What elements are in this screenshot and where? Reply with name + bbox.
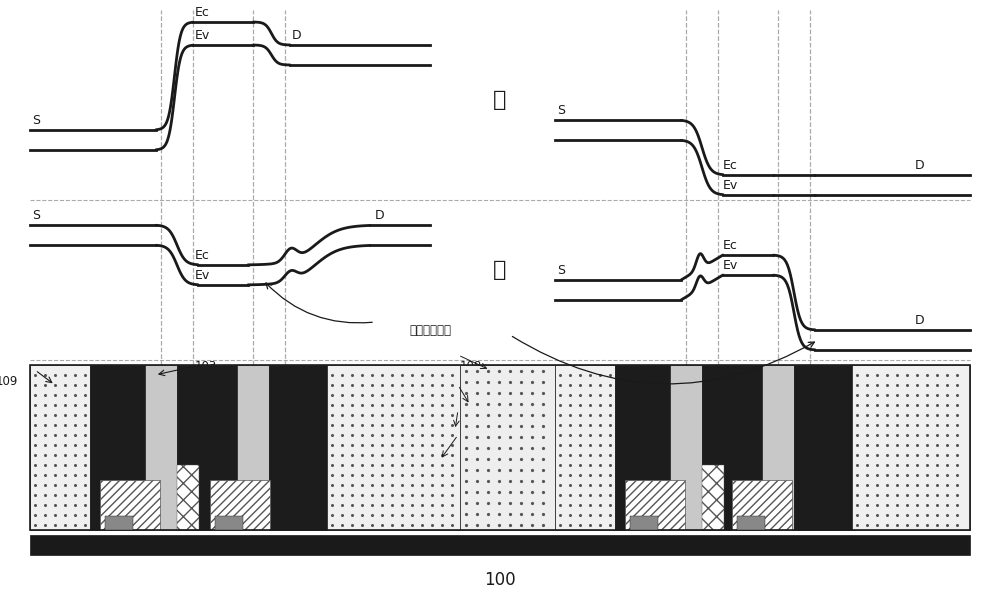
Text: 带间隙穿势帢: 带间隙穿势帢 xyxy=(409,323,451,336)
Text: 开: 开 xyxy=(493,90,507,110)
Bar xyxy=(794,365,852,530)
Text: 102: 102 xyxy=(460,415,482,428)
Text: Ev: Ev xyxy=(195,269,210,282)
Text: Ev: Ev xyxy=(723,259,738,272)
Bar xyxy=(615,365,670,530)
Bar xyxy=(100,480,160,530)
Bar xyxy=(762,365,794,530)
Bar xyxy=(630,516,658,530)
Bar xyxy=(30,535,970,555)
Bar xyxy=(460,365,555,530)
Bar xyxy=(30,365,90,530)
Text: CNT nMOS FET: CNT nMOS FET xyxy=(681,541,769,554)
Text: 105: 105 xyxy=(460,390,482,403)
Text: Ec: Ec xyxy=(195,249,210,262)
Bar xyxy=(237,365,269,530)
Bar xyxy=(327,365,460,530)
Text: CNT pMOS FET: CNT pMOS FET xyxy=(146,541,234,554)
Text: 103: 103 xyxy=(195,360,217,373)
Bar xyxy=(670,365,702,530)
Text: 100: 100 xyxy=(484,571,516,589)
Bar xyxy=(145,365,177,530)
Text: D: D xyxy=(915,314,925,327)
Bar xyxy=(852,365,970,530)
Text: 关: 关 xyxy=(493,260,507,280)
Text: Ev: Ev xyxy=(195,29,210,42)
Bar xyxy=(30,365,970,530)
Text: D: D xyxy=(292,29,302,42)
Text: 108: 108 xyxy=(460,360,482,373)
Bar xyxy=(177,465,199,530)
Bar xyxy=(702,365,762,530)
Bar xyxy=(215,516,243,530)
Text: Ev: Ev xyxy=(723,179,738,192)
Text: S: S xyxy=(557,104,565,117)
Text: 101: 101 xyxy=(460,440,482,453)
Bar xyxy=(625,480,685,530)
Text: 109: 109 xyxy=(0,375,18,388)
Bar xyxy=(737,516,765,530)
Bar xyxy=(555,365,615,530)
Text: S: S xyxy=(32,114,40,127)
Text: Ec: Ec xyxy=(195,6,210,19)
Text: Ec: Ec xyxy=(723,159,738,172)
Text: S: S xyxy=(557,264,565,277)
Bar xyxy=(702,465,724,530)
Bar xyxy=(90,365,145,530)
Bar xyxy=(105,516,133,530)
Text: D: D xyxy=(915,159,925,172)
Text: S: S xyxy=(32,209,40,222)
Bar xyxy=(177,365,237,530)
Text: Ec: Ec xyxy=(723,239,738,252)
Bar xyxy=(732,480,792,530)
Bar xyxy=(269,365,327,530)
Text: D: D xyxy=(375,209,385,222)
Bar xyxy=(210,480,270,530)
